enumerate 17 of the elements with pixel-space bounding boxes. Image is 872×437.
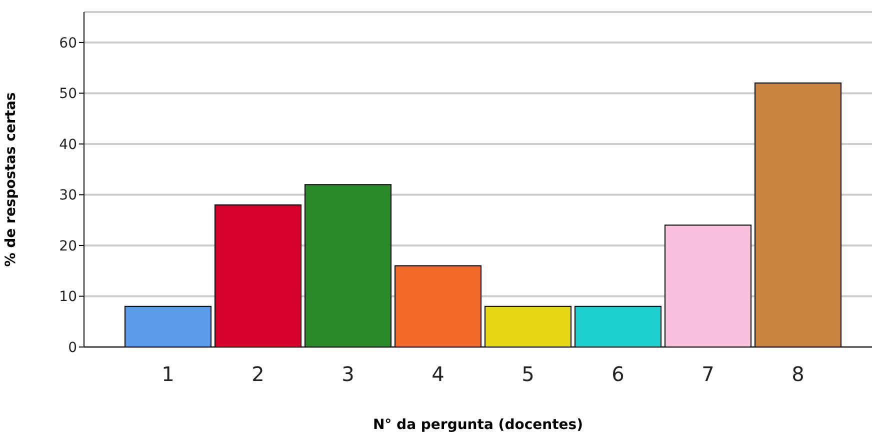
y-tick-label: 60: [59, 35, 77, 52]
x-tick-label: 8: [792, 362, 804, 386]
x-tick-label: 5: [522, 362, 534, 386]
x-tick-label: 6: [612, 362, 624, 386]
x-tick-label: 1: [162, 362, 174, 386]
x-axis-title: N° da pergunta (docentes): [372, 417, 584, 433]
y-tick-label: 30: [59, 188, 77, 204]
y-tick-label: 20: [59, 238, 77, 254]
y-tick-label: 0: [68, 340, 77, 356]
y-axis-title: % de respostas certas: [2, 92, 19, 267]
x-tick-label: 4: [432, 362, 444, 386]
y-tick-label: 50: [59, 86, 77, 102]
y-tick-label: 10: [59, 289, 77, 306]
x-tick-label: 3: [342, 362, 354, 386]
x-tick-label: 7: [702, 362, 714, 386]
y-tick-label: 40: [59, 136, 77, 153]
x-tick-label: 2: [252, 362, 264, 386]
